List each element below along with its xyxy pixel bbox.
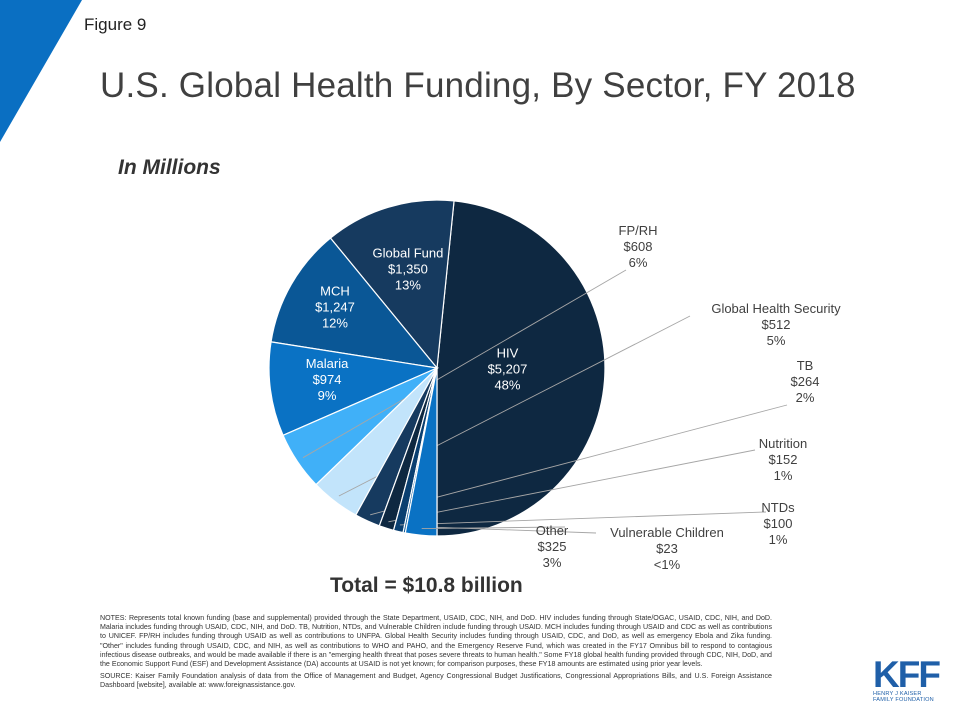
slice-label-nutrition-line-1: Nutrition	[759, 436, 807, 451]
slice-label-hiv: HIV $5,207 48%	[488, 346, 528, 393]
slice-malaria	[268, 341, 440, 437]
slice-label-global-health-security-line-1: Global Health Security	[711, 301, 841, 316]
logo-line-2: FAMILY FOUNDATION	[873, 697, 934, 704]
slice-label-hiv-line-2: $5,207	[488, 362, 528, 377]
slice-label-hiv-line-1: HIV	[497, 346, 519, 361]
pie-chart: HIV $5,207 48% Global Fund $1,350 13% MCH $1,24…	[268, 199, 841, 572]
slice-label-ntds: NTDs $100 1%	[761, 500, 795, 547]
slice-label-global-health-security-line-2: $512	[762, 317, 791, 332]
leader-line-tb	[370, 404, 788, 516]
slice-label-ntds-line-3: 1%	[769, 532, 788, 547]
slice-label-global-fund: Global Fund $1,350 13%	[373, 245, 444, 292]
kff-logo: KFF HENRY J KAISER FAMILY FOUNDATION	[873, 654, 945, 704]
slice-label-vulnerable-children-line-2: $23	[656, 541, 678, 556]
leader-line-nutrition	[388, 449, 756, 523]
slice-label-global-fund-line-1: Global Fund	[373, 245, 444, 260]
source-text: SOURCE: Kaiser Family Foundation analysi…	[100, 672, 772, 690]
slice-label-fp-rh-line-2: $608	[624, 239, 653, 254]
slice-label-mch-line-1: MCH	[320, 284, 350, 299]
slice-label-tb-line-2: $264	[791, 374, 820, 389]
slice-label-global-health-security: Global Health Security $512 5%	[711, 301, 841, 348]
slice-label-tb-line-1: TB	[797, 358, 814, 373]
slice-label-tb-line-3: 2%	[796, 390, 815, 405]
logo-line-1: HENRY J KAISER	[873, 691, 922, 697]
slice-label-mch: MCH $1,247 12%	[315, 284, 355, 331]
slice-other	[404, 367, 438, 537]
slice-label-ntds-line-2: $100	[764, 516, 793, 531]
slice-global-fund	[329, 199, 455, 370]
leader-line-other	[421, 526, 566, 530]
slice-label-ntds-line-1: NTDs	[761, 500, 795, 515]
slice-label-vulnerable-children-line-3: <1%	[654, 557, 681, 572]
notes-text: NOTES: Represents total known funding (b…	[100, 614, 772, 669]
slice-label-tb: TB $264 2%	[791, 358, 820, 405]
slice-label-other: Other $325 3%	[536, 523, 569, 570]
slice-label-nutrition-line-3: 1%	[774, 468, 793, 483]
slice-label-fp-rh: FP/RH $608 6%	[619, 223, 658, 270]
total-label: Total = $10.8 billion	[330, 574, 523, 597]
slice-mch	[270, 237, 439, 369]
slice-label-mch-line-3: 12%	[322, 316, 348, 331]
corner-accent-triangle	[0, 0, 82, 142]
slice-label-other-line-3: 3%	[543, 555, 562, 570]
slice-label-malaria: Malaria $974 9%	[306, 356, 349, 403]
slice-label-global-fund-line-3: 13%	[395, 277, 421, 292]
notes-block: NOTES: Represents total known funding (b…	[100, 614, 772, 691]
chart-title: U.S. Global Health Funding, By Sector, F…	[100, 66, 856, 105]
leader-line-fp-rh	[302, 269, 627, 459]
slice-label-global-fund-line-2: $1,350	[388, 261, 428, 276]
slice-label-mch-line-2: $1,247	[315, 300, 355, 315]
slice-label-vulnerable-children: Vulnerable Children $23 <1%	[610, 525, 724, 572]
slice-label-malaria-line-2: $974	[313, 372, 342, 387]
slice-label-malaria-line-3: 9%	[318, 388, 337, 403]
slice-label-nutrition: Nutrition $152 1%	[759, 436, 807, 483]
leader-line-ntds	[399, 511, 767, 526]
slice-label-fp-rh-line-3: 6%	[629, 255, 648, 270]
slice-label-vulnerable-children-line-1: Vulnerable Children	[610, 525, 724, 540]
slice-label-hiv-line-3: 48%	[494, 378, 520, 393]
figure-label: Figure 9	[84, 15, 147, 34]
slice-label-other-line-1: Other	[536, 523, 569, 538]
slice-label-fp-rh-line-1: FP/RH	[619, 223, 658, 238]
chart-subtitle: In Millions	[118, 156, 221, 179]
slice-label-other-line-2: $325	[538, 539, 567, 554]
logo-mark: KFF	[873, 654, 941, 695]
slice-label-global-health-security-line-3: 5%	[767, 333, 786, 348]
slice-label-nutrition-line-2: $152	[769, 452, 798, 467]
slice-label-malaria-line-1: Malaria	[306, 356, 349, 371]
